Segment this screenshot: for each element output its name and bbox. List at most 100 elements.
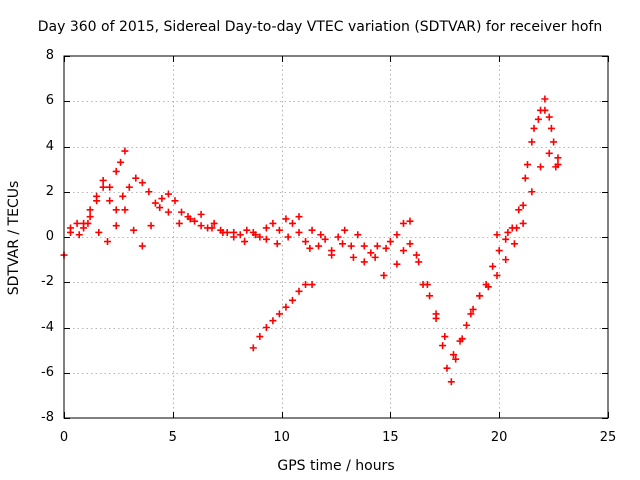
data-point xyxy=(452,355,460,363)
series-main xyxy=(60,106,562,386)
data-point xyxy=(73,219,81,227)
axis-tick-marks xyxy=(64,56,609,419)
data-point xyxy=(99,183,107,191)
data-point xyxy=(545,149,553,157)
data-point xyxy=(186,215,194,223)
data-point xyxy=(288,296,296,304)
data-point xyxy=(399,219,407,227)
data-point xyxy=(341,226,349,234)
data-point xyxy=(406,240,414,248)
data-point xyxy=(415,258,423,266)
data-point xyxy=(262,324,270,331)
data-point xyxy=(112,222,120,230)
data-point xyxy=(151,199,159,207)
data-point xyxy=(93,192,101,200)
data-point xyxy=(386,238,394,246)
data-point xyxy=(236,231,244,239)
data-point xyxy=(262,235,270,243)
y-tick-label: 6 xyxy=(45,93,54,109)
data-point xyxy=(106,197,114,205)
y-tick-label: 8 xyxy=(45,48,54,63)
data-point xyxy=(256,233,264,241)
data-point xyxy=(197,210,205,218)
data-point xyxy=(371,253,379,261)
data-point xyxy=(230,233,238,241)
y-tick-label: -8 xyxy=(41,410,54,425)
grid-lines xyxy=(64,56,608,418)
data-point xyxy=(489,262,497,270)
data-point xyxy=(550,138,558,146)
data-point xyxy=(106,183,114,191)
data-point xyxy=(121,147,129,155)
data-point xyxy=(302,238,310,246)
series-early-peak xyxy=(80,147,129,227)
data-point xyxy=(476,292,484,300)
data-point xyxy=(443,364,451,372)
data-point xyxy=(393,231,401,239)
data-point xyxy=(441,333,449,341)
data-point xyxy=(275,310,283,318)
data-point xyxy=(534,115,542,123)
data-point xyxy=(504,228,512,236)
data-markers xyxy=(60,95,562,386)
data-point xyxy=(413,251,421,259)
data-point xyxy=(554,154,562,162)
data-point xyxy=(295,287,303,295)
data-point xyxy=(164,190,172,198)
data-point xyxy=(537,163,545,171)
data-point xyxy=(347,242,355,250)
y-tick-label: 4 xyxy=(45,138,54,154)
data-point xyxy=(537,106,545,114)
data-point xyxy=(104,238,112,246)
data-point xyxy=(447,378,455,386)
data-point xyxy=(130,226,138,234)
data-point xyxy=(132,174,140,182)
data-point xyxy=(269,317,277,325)
data-point xyxy=(308,281,316,289)
data-point xyxy=(547,124,555,132)
data-point xyxy=(145,188,153,196)
y-tick-label: 2 xyxy=(45,183,54,199)
series-late-peak xyxy=(493,95,562,239)
data-point xyxy=(119,192,127,200)
data-point xyxy=(282,303,290,311)
data-point xyxy=(117,158,125,166)
data-point xyxy=(175,219,183,227)
data-point xyxy=(523,161,531,169)
data-point xyxy=(156,204,164,212)
data-point xyxy=(513,224,521,232)
data-point xyxy=(295,228,303,236)
data-point xyxy=(321,235,329,243)
data-point xyxy=(308,226,316,234)
data-point xyxy=(519,201,527,209)
data-point xyxy=(86,206,94,214)
series-dip-branch xyxy=(249,281,316,352)
data-point xyxy=(306,244,314,252)
data-point xyxy=(112,167,120,175)
data-point xyxy=(164,208,172,216)
data-point xyxy=(515,206,523,214)
data-point xyxy=(519,219,527,227)
data-point xyxy=(67,224,75,232)
data-point xyxy=(367,249,375,257)
data-point xyxy=(138,242,146,250)
data-point xyxy=(373,242,381,250)
data-point xyxy=(158,195,166,203)
data-point xyxy=(493,271,501,279)
data-point xyxy=(125,183,133,191)
data-point xyxy=(450,351,458,359)
y-tick-label: -4 xyxy=(41,319,54,335)
data-point xyxy=(269,219,277,227)
data-point xyxy=(463,321,471,329)
x-tick-label: 15 xyxy=(382,430,399,445)
data-point xyxy=(251,231,259,239)
data-point xyxy=(541,95,549,103)
data-point xyxy=(423,281,431,289)
data-point xyxy=(467,310,475,318)
data-point xyxy=(275,226,283,234)
x-tick-label: 20 xyxy=(490,430,508,445)
y-tick-label: 0 xyxy=(45,229,54,244)
data-point xyxy=(171,197,179,205)
data-point xyxy=(112,206,120,214)
data-point xyxy=(399,247,407,255)
